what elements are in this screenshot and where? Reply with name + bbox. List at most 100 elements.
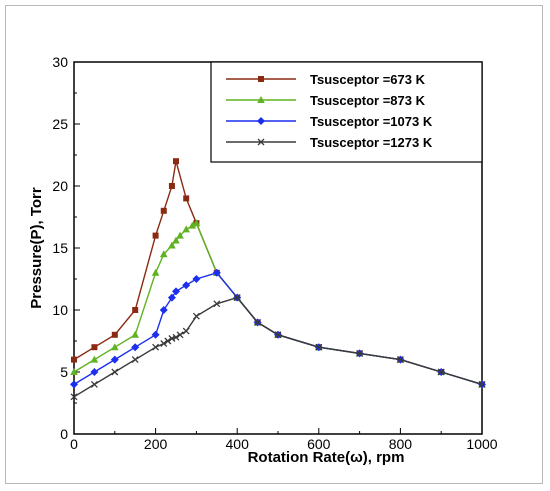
data-point: [90, 368, 99, 376]
data-point: [111, 343, 119, 351]
data-point: [152, 343, 160, 351]
data-point: [168, 335, 176, 342]
series-layer: [70, 158, 486, 401]
legend-label: Tsusceptor =673 K: [310, 72, 426, 87]
x-axis-label: Rotation Rate(ω), rpm: [248, 449, 405, 466]
data-point: [315, 343, 323, 351]
data-point: [131, 356, 139, 364]
data-point: [188, 221, 197, 229]
x-marker-stroke: [164, 337, 172, 345]
x-axis-ticks: 0 200 400 600 800 1000: [70, 428, 498, 452]
data-point: [192, 312, 200, 320]
data-point: [160, 340, 168, 347]
data-point: [111, 368, 119, 376]
data-point: [131, 343, 140, 352]
x-marker-stroke: [257, 138, 265, 146]
x-tick-label: 600: [307, 436, 331, 452]
x-marker-stroke: [315, 343, 323, 351]
x-marker-stroke: [131, 356, 139, 364]
y-tick-label: 20: [52, 178, 68, 194]
data-point: [131, 330, 139, 338]
y-tick-label: 10: [52, 302, 68, 318]
x-marker-stroke: [70, 393, 78, 401]
x-marker-stroke: [254, 318, 262, 326]
data-point: [70, 393, 78, 401]
x-marker-stroke: [176, 331, 184, 339]
data-point: [151, 268, 160, 276]
x-marker-stroke: [160, 340, 168, 347]
data-point: [173, 158, 179, 165]
data-point: [213, 300, 221, 308]
data-point: [70, 368, 78, 375]
x-marker-stroke: [274, 331, 282, 339]
y-tick-label: 15: [52, 240, 68, 256]
data-point: [478, 380, 486, 388]
data-point: [182, 281, 191, 290]
data-point: [396, 356, 404, 364]
data-point: [176, 331, 184, 339]
y-tick-label: 5: [60, 364, 68, 380]
x-marker-stroke: [233, 294, 241, 302]
y-tick-label: 25: [52, 116, 68, 132]
data-point: [183, 195, 190, 202]
x-marker-stroke: [437, 368, 445, 376]
legend-label: Tsusceptor =1273 K: [310, 135, 433, 150]
series-1: [71, 158, 485, 388]
x-marker-stroke: [213, 300, 221, 308]
x-marker-stroke: [182, 327, 190, 335]
data-point: [91, 344, 98, 351]
x-tick-label: 200: [144, 436, 168, 452]
x-tick-label: 800: [389, 436, 413, 452]
series-3: [70, 268, 486, 389]
data-point: [172, 287, 180, 296]
x-tick-label: 1000: [466, 436, 497, 452]
data-point: [71, 356, 77, 363]
legend-marker: [258, 76, 264, 82]
data-point: [437, 368, 445, 376]
data-point: [152, 232, 159, 239]
data-point: [172, 236, 180, 244]
x-marker-stroke: [192, 312, 200, 320]
y-tick-label: 30: [52, 54, 68, 70]
legend-marker: [257, 96, 265, 103]
legend-label: Tsusceptor =1073 K: [310, 114, 433, 129]
data-point: [151, 330, 160, 339]
data-point: [111, 331, 118, 338]
y-tick-label: 0: [60, 426, 68, 442]
data-point: [90, 355, 99, 363]
data-point: [356, 349, 364, 357]
y-axis-ticks: 0 5 10 15 20 25 30: [52, 54, 80, 442]
legend-marker: [257, 138, 265, 146]
data-point: [160, 207, 167, 214]
data-point: [192, 219, 201, 227]
legend-entry-3: Tsusceptor =1073 K: [226, 114, 433, 129]
y-axis-label: Pressure(P), Torr: [28, 187, 45, 309]
x-marker-stroke: [478, 380, 486, 388]
x-marker-stroke: [356, 349, 364, 357]
legend-marker: [257, 117, 265, 125]
series-4: [70, 294, 486, 401]
data-point: [172, 333, 180, 341]
x-marker-stroke: [168, 335, 176, 342]
data-point: [182, 327, 190, 335]
x-marker-stroke: [152, 343, 160, 351]
x-tick-label: 0: [70, 436, 78, 452]
legend-entry-4: Tsusceptor =1273 K: [226, 135, 433, 150]
data-point: [164, 337, 172, 345]
data-point: [192, 275, 201, 283]
data-point: [110, 355, 119, 364]
data-point: [212, 268, 221, 277]
data-point: [167, 293, 176, 302]
legend-entry-1: Tsusceptor =673 K: [226, 72, 426, 87]
data-point: [182, 225, 190, 233]
x-marker-stroke: [172, 333, 180, 341]
data-point: [254, 318, 262, 326]
data-point: [168, 241, 176, 249]
legend-entry-2: Tsusceptor =873 K: [226, 93, 426, 108]
series-line: [73, 271, 483, 386]
data-point: [274, 331, 282, 339]
data-point: [159, 306, 168, 314]
x-marker-stroke: [111, 368, 119, 376]
data-point: [233, 294, 241, 302]
legend-label: Tsusceptor =873 K: [310, 93, 426, 108]
